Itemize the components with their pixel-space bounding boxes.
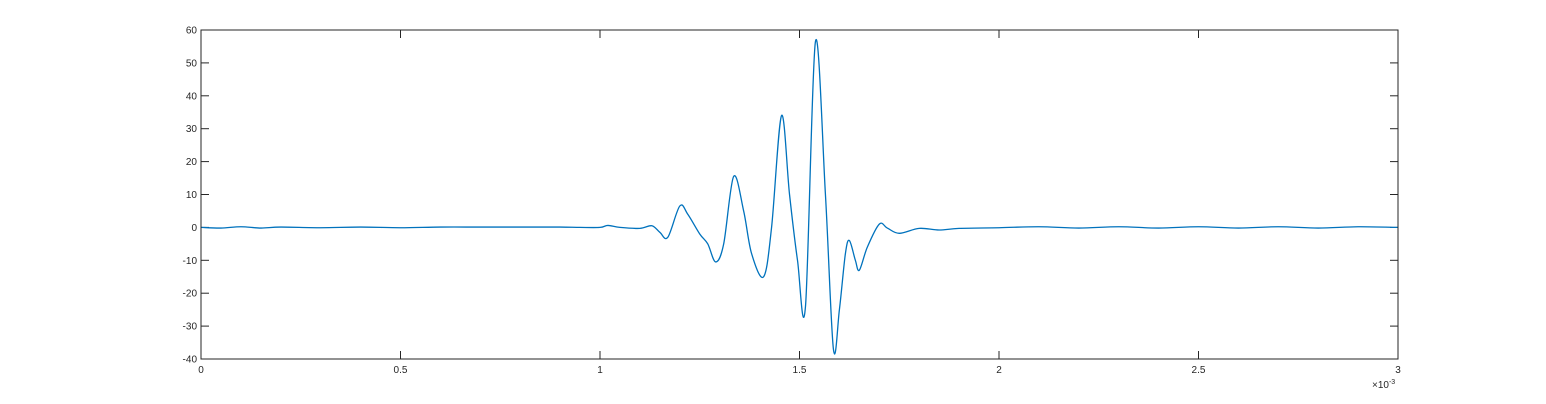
series-group [200, 38, 1399, 355]
y-tick-label: 10 [186, 190, 198, 201]
x-exponent-power: -3 [1389, 379, 1395, 386]
series-line [200, 38, 1399, 355]
x-tick-label: 2 [996, 365, 1002, 376]
y-tick-label: 30 [186, 124, 198, 135]
x-exponent-label: ×10-3 [1372, 379, 1395, 391]
x-tick-label: 1 [597, 365, 603, 376]
y-tick-label: -40 [183, 355, 198, 366]
plot-background [201, 30, 1398, 359]
y-tick-label: 40 [186, 91, 198, 102]
x-tick-label: 0.5 [394, 365, 408, 376]
y-tick-label: 0 [191, 223, 197, 234]
x-tick-label: 0 [198, 365, 204, 376]
x-tick-label: 1.5 [793, 365, 807, 376]
y-tick-label: -30 [183, 322, 198, 333]
y-tick-label: -10 [183, 256, 198, 267]
axis-tick-labels: 0 0.5 1 1.5 2 2.5 3 -40 -30 -20 -10 0 10 20 30 40 50 60 [183, 26, 1402, 377]
x-tick-label: 2.5 [1192, 365, 1206, 376]
x-tick-label: 3 [1395, 365, 1401, 376]
y-tick-label: -20 [183, 289, 198, 300]
y-tick-label: 20 [186, 157, 198, 168]
axes-box [200, 29, 1399, 360]
y-tick-label: 50 [186, 58, 198, 69]
y-tick-label: 60 [186, 26, 198, 37]
x-exponent-base: ×10 [1372, 380, 1389, 391]
